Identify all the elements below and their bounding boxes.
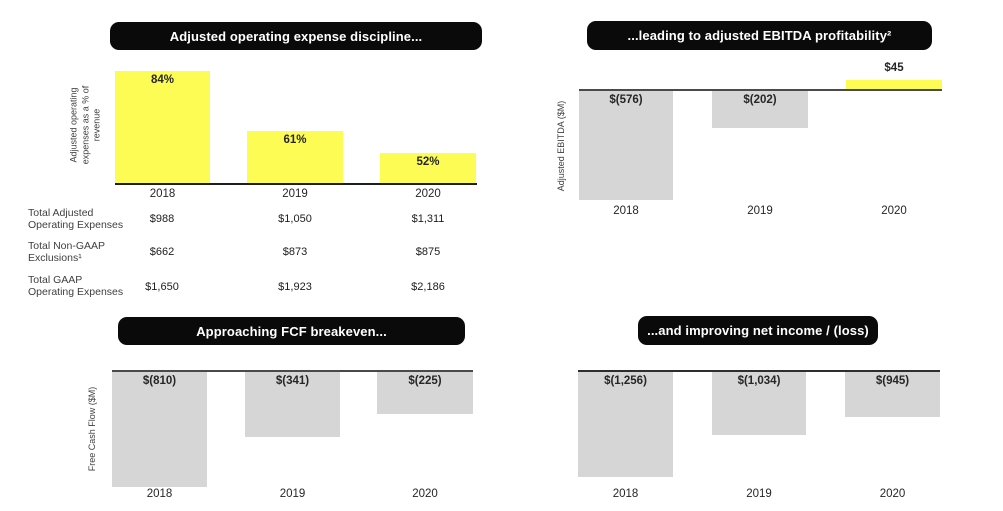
chart-title: ...and improving net income / (loss) — [638, 316, 878, 345]
bar-value-label: $(945) — [875, 375, 910, 387]
chart-title: Approaching FCF breakeven... — [118, 317, 465, 345]
chart-title: ...leading to adjusted EBITDA profitabil… — [587, 21, 932, 50]
x-axis-line — [115, 183, 477, 185]
zero-axis-line — [112, 370, 473, 372]
x-tick-2019: 2019 — [747, 205, 773, 217]
x-tick-2020: 2020 — [412, 488, 438, 500]
row-label: Total GAAP Operating Expenses — [28, 274, 124, 299]
cell-value: $873 — [282, 246, 308, 258]
cell-value: $662 — [149, 246, 175, 258]
row-label: Total Adjusted Operating Expenses — [28, 207, 124, 232]
bar-value-label: $(1,256) — [604, 375, 647, 387]
bar-value-label: $(341) — [275, 375, 310, 387]
cell-value: $1,050 — [278, 213, 312, 225]
zero-axis-line — [579, 89, 942, 91]
bar-2019: 61% — [247, 131, 343, 184]
bar-2018: 84% — [115, 71, 210, 184]
x-tick-2018: 2018 — [149, 188, 176, 200]
x-tick-2020: 2020 — [415, 188, 441, 200]
bar-value-label: $(576) — [609, 94, 643, 106]
bar-2018: $(1,256) — [578, 372, 673, 477]
cell-value: $1,650 — [145, 281, 179, 293]
cell-value: $988 — [149, 213, 175, 225]
bar-value-label: $45 — [884, 62, 904, 74]
bar-2020 — [846, 80, 942, 89]
x-tick-2020: 2020 — [881, 205, 907, 217]
y-axis-label: Adjusted EBITDA ($M) — [556, 100, 567, 192]
bar-value-label: 52% — [416, 156, 440, 168]
bar-value-label: 84% — [150, 74, 175, 86]
bar-2020: $(225) — [377, 372, 473, 414]
x-tick-2019: 2019 — [282, 188, 308, 200]
bar-value-label: $(202) — [743, 94, 777, 106]
bar-2020: $(945) — [845, 372, 940, 417]
bar-2019: $(202) — [712, 91, 808, 128]
row-label: Total Non-GAAP Exclusions¹ — [28, 240, 105, 265]
y-axis-label: Adjusted operating expenses as a % of re… — [68, 85, 102, 165]
bar-2019: $(1,034) — [712, 372, 806, 435]
cell-value: $1,311 — [411, 213, 445, 225]
cell-value: $1,923 — [278, 281, 312, 293]
x-tick-2020: 2020 — [879, 488, 906, 500]
bar-2018: $(810) — [112, 372, 207, 487]
x-tick-2018: 2018 — [613, 205, 639, 217]
zero-axis-line — [578, 370, 940, 372]
bar-value-label: 61% — [283, 134, 307, 146]
chart-title: Adjusted operating expense discipline... — [110, 22, 482, 50]
bar-value-label: $(1,034) — [737, 375, 781, 387]
bar-value-label: $(225) — [408, 375, 442, 387]
cell-value: $2,186 — [411, 281, 445, 293]
y-axis-label: Free Cash Flow ($M) — [87, 386, 98, 472]
bar-value-label: $(810) — [142, 375, 177, 387]
bar-2019: $(341) — [245, 372, 340, 437]
bar-2020: 52% — [380, 153, 476, 184]
x-tick-2019: 2019 — [746, 488, 772, 500]
cell-value: $875 — [415, 246, 441, 258]
bar-2018: $(576) — [579, 91, 673, 200]
x-tick-2019: 2019 — [279, 488, 306, 500]
x-tick-2018: 2018 — [146, 488, 173, 500]
x-tick-2018: 2018 — [612, 488, 639, 500]
